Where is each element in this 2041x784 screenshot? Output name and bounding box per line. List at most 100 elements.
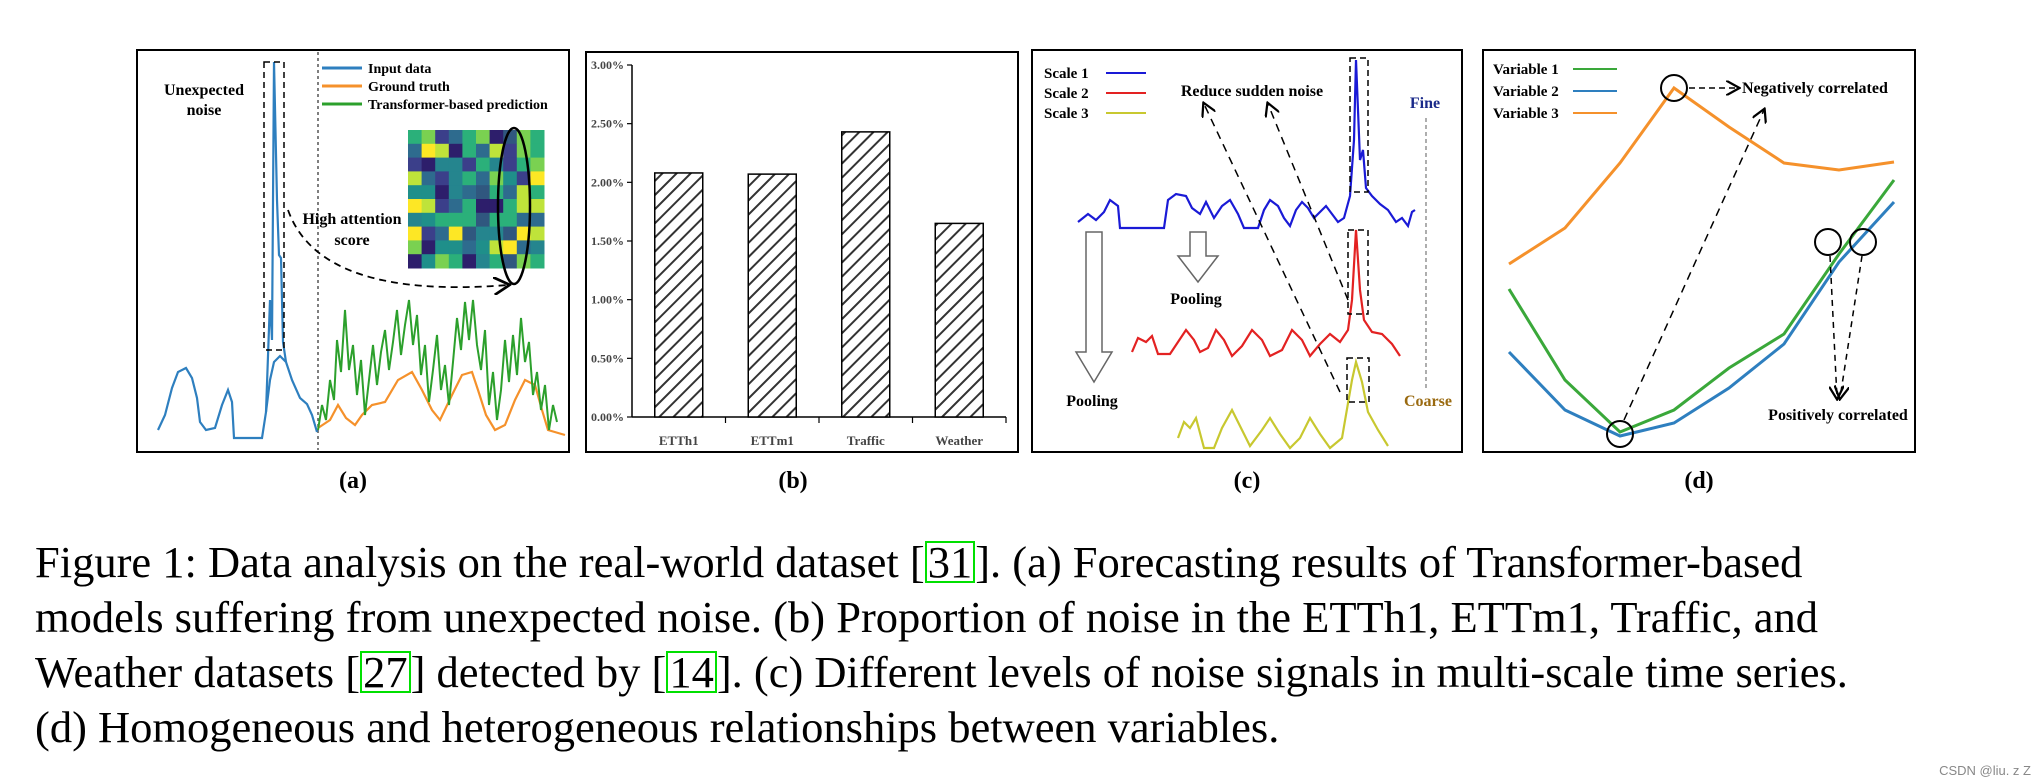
heatmap-cell (421, 212, 436, 228)
scale-1-noise-box (1349, 57, 1369, 193)
heatmap-cell (408, 143, 423, 159)
heatmap-cell (489, 130, 504, 145)
heatmap-cell (503, 185, 518, 200)
heatmap-cell (408, 254, 423, 269)
heatmap-cell (421, 157, 436, 172)
citation-link-14[interactable]: 14 (666, 650, 717, 694)
legend-variable-3: Variable 3 (1493, 106, 1559, 122)
input-data-line (157, 354, 319, 440)
heatmap-cell (530, 254, 545, 269)
minimum-circle (1606, 420, 1634, 448)
figure-panels: Input data Ground truth Transformer-base… (136, 49, 1916, 494)
variable-2-line (1507, 200, 1896, 438)
legend-scale-3: Scale 3 (1044, 106, 1089, 122)
heatmap-cell (462, 199, 477, 214)
heatmap-cell (435, 171, 450, 186)
note-noise: noise (187, 102, 222, 119)
heatmap-cell (421, 226, 436, 241)
heatmap-cell (503, 143, 518, 159)
heatmap-cell (435, 157, 450, 172)
heatmap-cell (489, 254, 504, 269)
legend-truth: Ground truth (368, 80, 450, 95)
heatmap-cell (448, 212, 463, 228)
panel-d: Variable 1 Variable 2 Variable 3 Negativ… (1482, 49, 1916, 494)
heatmap-cell (503, 240, 518, 255)
legend-input: Input data (368, 62, 431, 77)
heatmap-cell (421, 240, 436, 255)
heatmap-cell (448, 254, 463, 269)
pooling-arrow-2 (1176, 231, 1220, 284)
heatmap-cell (408, 171, 423, 186)
heatmap-cell (516, 143, 531, 159)
heatmap-cell (476, 157, 491, 172)
y-tick-label: 2.00% (591, 175, 624, 189)
heatmap-cell (503, 254, 518, 269)
heatmap-cell (530, 185, 545, 200)
heatmap-cell (503, 199, 518, 214)
citation-link-31[interactable]: 31 (924, 540, 976, 584)
heatmap-cell (448, 171, 463, 186)
heatmap-cell (530, 143, 545, 159)
y-ticks: 0.00% 0.50% 1.00% 1.50% 2.00% 2.50% 3.00% (591, 58, 632, 424)
label-coarse: Coarse (1404, 393, 1452, 410)
caption-line-2: models suffering from unexpected noise. … (35, 592, 1818, 642)
heatmap-cell (489, 185, 504, 200)
heatmap-cell (448, 226, 463, 241)
panel-a: Input data Ground truth Transformer-base… (136, 49, 570, 494)
heatmap-cell (530, 171, 545, 186)
legend-variable-2: Variable 2 (1493, 84, 1559, 100)
attention-highlight-ellipse (496, 126, 532, 286)
heatmap-cell (503, 171, 518, 186)
reduce-arrow-2 (1204, 104, 1341, 393)
attention-arrow (287, 209, 508, 287)
heatmap-cell (435, 185, 450, 200)
heatmap-cell (516, 185, 531, 200)
heatmap-cell (448, 185, 463, 200)
heatmap-cell (476, 199, 491, 214)
heatmap-cell (421, 185, 436, 200)
heatmap-cell (448, 240, 463, 255)
watermark: CSDN @liu. z Z (1939, 763, 2031, 778)
noise-highlight-box (263, 61, 285, 351)
figure-caption: Figure 1: Data analysis on the real-worl… (35, 535, 2020, 755)
note-high-attention: High attention (302, 211, 401, 228)
x-tick-label: ETTm1 (751, 433, 794, 448)
note-reduce-noise: Reduce sudden noise (1181, 83, 1323, 100)
heatmap-cell (408, 226, 423, 241)
citation-link-27[interactable]: 27 (360, 650, 411, 694)
heatmap-cell (421, 143, 436, 159)
heatmap-cell (503, 226, 518, 241)
panel-a-label: (a) (339, 468, 367, 494)
panel-c: Scale 1 Scale 2 Scale 3 Reduce sudden no… (1031, 49, 1463, 494)
heatmap-cell (435, 143, 450, 159)
heatmap-cell (476, 171, 491, 186)
heatmap-cell (489, 143, 504, 159)
heatmap-cell (435, 199, 450, 214)
heatmap-cell (462, 240, 477, 255)
heatmap-cell (462, 185, 477, 200)
heatmap-cell (462, 171, 477, 186)
heatmap-cell (435, 240, 450, 255)
heatmap-cell (476, 240, 491, 255)
heatmap-cell (516, 171, 531, 186)
heatmap-cell (448, 199, 463, 214)
x-tick-label: ETTh1 (659, 433, 699, 448)
panel-c-label: (c) (1234, 468, 1261, 494)
heatmap-cell (530, 199, 545, 214)
heatmap-cell (408, 157, 423, 172)
reduce-arrow-1 (1268, 104, 1349, 301)
bars (654, 131, 984, 418)
pooling-arrow-1 (1074, 231, 1114, 384)
x-tick-label: Traffic (847, 433, 885, 448)
heatmap-cell (462, 226, 477, 241)
heatmap-cell (516, 226, 531, 241)
heatmap-cell (448, 157, 463, 172)
positive-circle-2 (1849, 228, 1877, 256)
panel-c-legend: Scale 1 Scale 2 Scale 3 (1044, 66, 1146, 122)
heatmap-cell (435, 226, 450, 241)
heatmap-cell (435, 212, 450, 228)
positive-arrow-2 (1840, 255, 1863, 398)
heatmap-cell (462, 143, 477, 159)
bar-traffic (841, 131, 891, 418)
caption-text: ]. (c) Different levels of noise signals… (716, 647, 1848, 697)
